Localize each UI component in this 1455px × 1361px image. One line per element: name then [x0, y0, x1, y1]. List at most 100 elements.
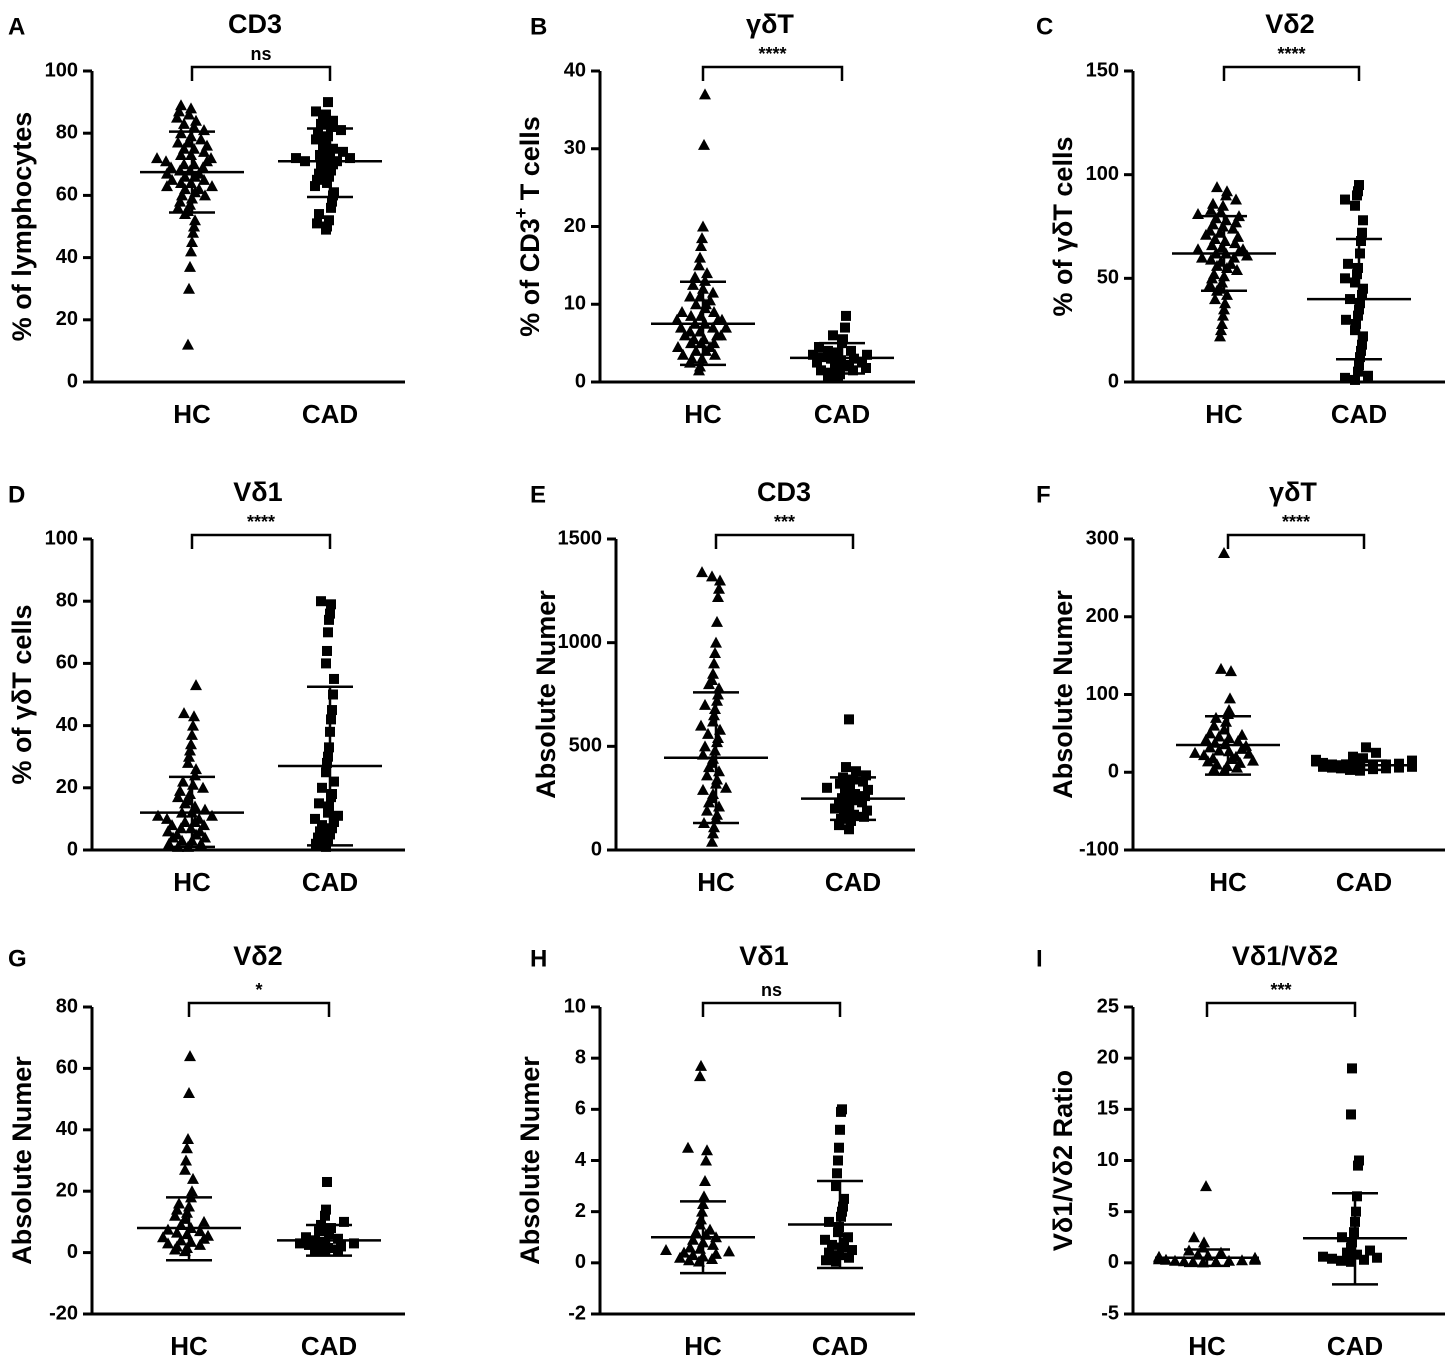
data-point-hc — [1227, 222, 1239, 234]
data-point-hc — [696, 566, 708, 578]
data-point-cad — [321, 658, 331, 669]
significance-bracket — [1222, 65, 1361, 81]
data-point-hc — [709, 647, 721, 659]
y-tick-label: -20 — [49, 1302, 78, 1324]
data-point-cad — [833, 1227, 843, 1238]
data-point-cad — [851, 766, 861, 777]
data-point-cad — [310, 813, 320, 824]
data-point-cad — [848, 365, 858, 376]
panel-i: I Vδ1/Vδ2 Vδ1/Vδ2 Ratio -5 0 5 10 15 20 25 HC CAD **… — [1036, 941, 1445, 1361]
data-point-cad — [323, 131, 333, 142]
data-point-hc — [708, 657, 720, 669]
data-point-hc — [685, 309, 697, 321]
data-point-cad — [321, 137, 331, 148]
data-point-hc — [194, 1238, 206, 1250]
data-point-hc — [671, 313, 683, 325]
y-tick-label: -2 — [568, 1302, 586, 1324]
data-point-cad — [328, 115, 338, 126]
data-point-cad — [317, 820, 327, 831]
data-point-hc — [1204, 727, 1216, 739]
data-point-cad — [322, 757, 332, 768]
data-point-hc — [1207, 197, 1219, 209]
significance-bracket — [1205, 1001, 1357, 1017]
data-point-cad — [1359, 1254, 1369, 1265]
data-point-cad — [1361, 742, 1371, 753]
y-tick-label: 20 — [56, 308, 78, 330]
data-point-cad — [339, 1216, 349, 1227]
data-point-cad — [1353, 1160, 1363, 1171]
data-point-hc — [186, 236, 198, 248]
data-point-cad — [320, 1236, 330, 1247]
data-point-cad — [1352, 269, 1362, 280]
data-point-hc — [1232, 735, 1244, 747]
data-point-hc — [660, 1244, 672, 1256]
data-point-cad — [845, 780, 855, 791]
data-point-hc — [713, 582, 725, 594]
data-point-hc — [684, 325, 696, 337]
panel-g: G Vδ2 Absolute Numer -20 0 20 40 60 80 HC CAD * — [7, 941, 405, 1361]
data-point-cad — [320, 1210, 330, 1221]
data-point-cad — [345, 153, 355, 164]
panel-title: CD3 — [228, 9, 282, 39]
data-point-hc — [704, 294, 716, 306]
data-point-hc — [1209, 293, 1221, 305]
data-point-cad — [311, 838, 321, 849]
y-tick-label: 0 — [591, 838, 602, 860]
data-point-hc — [183, 108, 195, 120]
data-point-hc — [1224, 692, 1236, 704]
data-point-cad — [844, 359, 854, 370]
data-point-cad — [329, 673, 339, 684]
data-point-cad — [329, 187, 339, 198]
panel-label: B — [530, 13, 547, 40]
data-point-hc — [1178, 1255, 1190, 1267]
data-point-cad — [1354, 360, 1364, 371]
data-point-cad — [336, 1241, 346, 1252]
data-point-hc — [194, 1225, 206, 1237]
y-axis-label: % of γδT cells — [7, 605, 37, 785]
data-point-hc — [714, 574, 726, 586]
data-point-cad — [313, 832, 323, 843]
data-point-hc — [198, 145, 210, 157]
data-point-cad — [861, 363, 871, 374]
data-point-hc — [690, 1226, 702, 1238]
y-tick-label: 80 — [56, 995, 78, 1017]
data-point-cad — [840, 786, 850, 797]
y-axis-label: Absolute Numer — [7, 1056, 37, 1265]
data-point-hc — [707, 1238, 719, 1250]
y-tick-label: 100 — [1086, 163, 1119, 185]
y-tick-label: 0 — [1108, 761, 1119, 783]
data-point-hc — [190, 763, 202, 775]
data-point-cad — [833, 347, 843, 358]
data-point-cad — [315, 826, 325, 837]
data-point-cad — [857, 797, 867, 808]
data-point-hc — [694, 251, 706, 263]
x-category-label: CAD — [812, 1331, 868, 1361]
panel-label: E — [530, 481, 546, 508]
data-point-hc — [693, 259, 705, 271]
data-point-cad — [822, 782, 832, 793]
data-point-hc — [1207, 218, 1219, 230]
data-point-hc — [723, 1245, 735, 1257]
data-point-cad — [1353, 366, 1363, 377]
data-point-hc — [716, 313, 728, 325]
data-point-cad — [336, 125, 346, 136]
data-point-cad — [1343, 258, 1353, 269]
data-point-hc — [708, 821, 720, 833]
data-point-hc — [696, 232, 708, 244]
data-point-cad — [834, 799, 844, 810]
data-point-cad — [328, 689, 338, 700]
data-point-cad — [840, 322, 850, 333]
y-tick-label: 20 — [1097, 1046, 1119, 1068]
data-point-hc — [702, 727, 714, 739]
data-point-hc — [175, 176, 187, 188]
data-point-hc — [712, 591, 724, 603]
data-point-cad — [323, 751, 333, 762]
x-category-label: CAD — [302, 867, 358, 897]
data-point-cad — [859, 811, 869, 822]
data-point-cad — [327, 789, 337, 800]
data-point-cad — [828, 330, 838, 341]
data-point-hc — [695, 239, 707, 251]
panel-title: Vδ2 — [233, 941, 282, 971]
y-tick-label: 0 — [67, 1241, 78, 1263]
data-point-hc — [157, 1231, 169, 1243]
